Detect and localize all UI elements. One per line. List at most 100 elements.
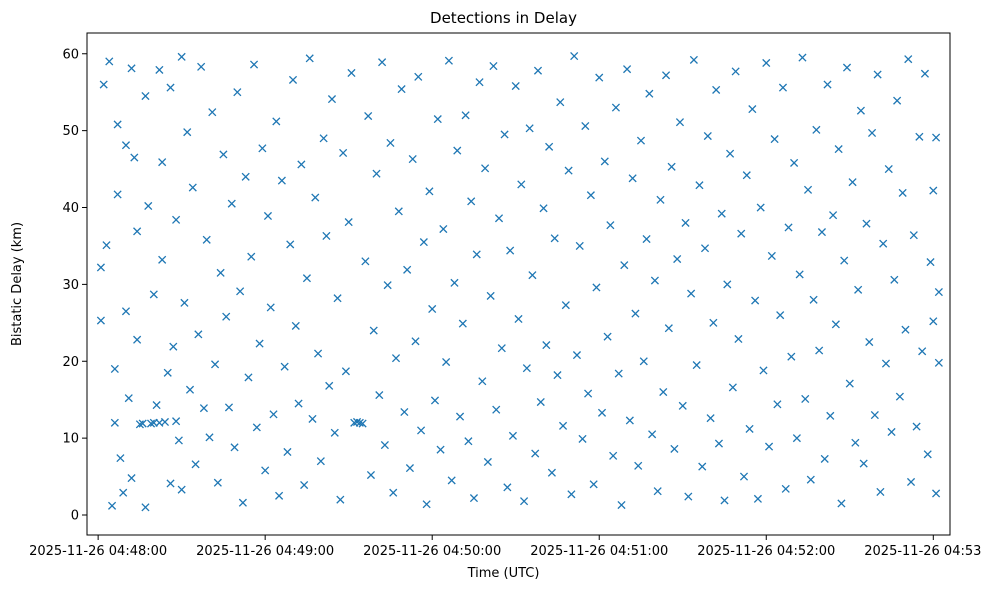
data-point-marker xyxy=(172,215,181,224)
data-point-marker xyxy=(806,475,815,484)
data-point-marker xyxy=(840,256,849,265)
data-point-marker xyxy=(389,488,398,497)
data-point-marker xyxy=(119,488,128,497)
data-point-marker xyxy=(895,392,904,401)
data-point-marker xyxy=(408,155,417,164)
data-point-marker xyxy=(586,191,595,200)
data-point-marker xyxy=(375,391,384,400)
data-point-marker xyxy=(135,420,144,429)
data-point-marker xyxy=(873,70,882,79)
data-point-marker xyxy=(277,176,286,185)
data-point-marker xyxy=(589,480,598,489)
data-point-marker xyxy=(180,298,189,307)
data-point-marker xyxy=(923,450,932,459)
data-point-marker xyxy=(698,462,707,471)
data-point-marker xyxy=(606,221,615,230)
data-point-marker xyxy=(486,291,495,300)
data-point-marker xyxy=(578,434,587,443)
data-point-marker xyxy=(141,91,150,101)
data-point-marker xyxy=(316,457,325,466)
data-point-marker xyxy=(322,231,331,241)
data-point-marker xyxy=(158,255,167,264)
data-point-marker xyxy=(183,128,192,137)
data-point-marker xyxy=(453,146,462,155)
data-point-marker xyxy=(720,496,729,505)
data-point-marker xyxy=(706,414,715,423)
data-point-marker xyxy=(197,62,206,71)
data-point-marker xyxy=(160,417,170,427)
data-point-marker xyxy=(280,362,289,371)
data-point-marker xyxy=(831,320,840,329)
data-point-marker xyxy=(461,111,470,120)
data-point-marker xyxy=(344,218,353,227)
data-point-marker xyxy=(918,347,927,356)
data-point-marker xyxy=(341,367,350,376)
data-point-marker xyxy=(369,326,378,335)
data-point-marker xyxy=(567,490,576,499)
data-point-marker xyxy=(778,83,788,92)
data-point-marker xyxy=(506,246,515,255)
data-point-marker xyxy=(252,423,261,432)
data-point-marker xyxy=(734,334,743,344)
y-axis-label: Bistatic Delay (km) xyxy=(10,222,25,346)
data-point-marker xyxy=(898,188,907,197)
x-tick-label: 2025-11-26 04:51:00 xyxy=(530,544,668,559)
data-point-marker xyxy=(575,241,584,251)
data-point-marker xyxy=(670,444,679,453)
data-point-marker xyxy=(531,449,540,458)
data-point-marker xyxy=(751,296,760,305)
data-point-marker xyxy=(617,500,626,510)
data-point-marker xyxy=(380,440,389,450)
data-point-marker xyxy=(726,149,735,158)
data-point-marker xyxy=(414,72,423,81)
data-point-marker xyxy=(776,311,785,320)
data-point-marker xyxy=(166,479,175,488)
data-point-marker xyxy=(773,400,782,409)
data-point-marker xyxy=(639,357,648,366)
data-point-marker xyxy=(859,459,868,468)
data-point-marker xyxy=(745,424,754,433)
data-point-marker xyxy=(411,337,420,346)
y-tick-label: 0 xyxy=(71,509,79,524)
data-point-marker xyxy=(812,125,821,134)
data-point-marker xyxy=(230,443,239,452)
data-point-marker xyxy=(653,487,662,496)
data-point-marker xyxy=(631,309,640,318)
data-point-marker xyxy=(503,483,512,492)
data-point-marker xyxy=(96,316,105,325)
data-point-marker xyxy=(636,136,646,145)
data-point-marker xyxy=(723,280,732,289)
x-tick-label: 2025-11-26 04:49:00 xyxy=(196,544,334,559)
data-point-marker xyxy=(127,474,136,483)
data-point-marker xyxy=(784,223,793,232)
data-point-marker xyxy=(188,183,197,192)
data-point-marker xyxy=(169,342,178,351)
data-point-marker xyxy=(762,58,771,68)
y-tick-label: 40 xyxy=(62,201,79,216)
data-point-marker xyxy=(748,105,757,114)
data-point-marker xyxy=(703,131,712,141)
data-point-marker xyxy=(489,61,498,71)
data-point-marker xyxy=(628,174,637,183)
data-point-marker xyxy=(834,145,843,154)
data-point-marker xyxy=(712,85,721,94)
data-point-marker xyxy=(288,75,298,84)
data-point-marker xyxy=(378,58,387,67)
data-point-marker xyxy=(141,503,150,512)
data-point-marker xyxy=(442,357,451,367)
data-point-marker xyxy=(247,252,256,261)
data-point-marker xyxy=(659,387,668,397)
data-point-marker xyxy=(553,371,562,380)
data-point-marker xyxy=(347,68,356,78)
data-point-marker xyxy=(572,351,582,360)
data-point-marker xyxy=(820,454,829,463)
data-point-marker xyxy=(158,158,167,167)
data-point-marker xyxy=(884,165,893,174)
data-point-marker xyxy=(620,261,629,270)
data-point-marker xyxy=(801,394,810,403)
data-point-marker xyxy=(929,186,938,195)
data-point-marker xyxy=(266,303,275,312)
data-point-marker xyxy=(121,307,131,316)
data-point-marker xyxy=(709,318,718,327)
